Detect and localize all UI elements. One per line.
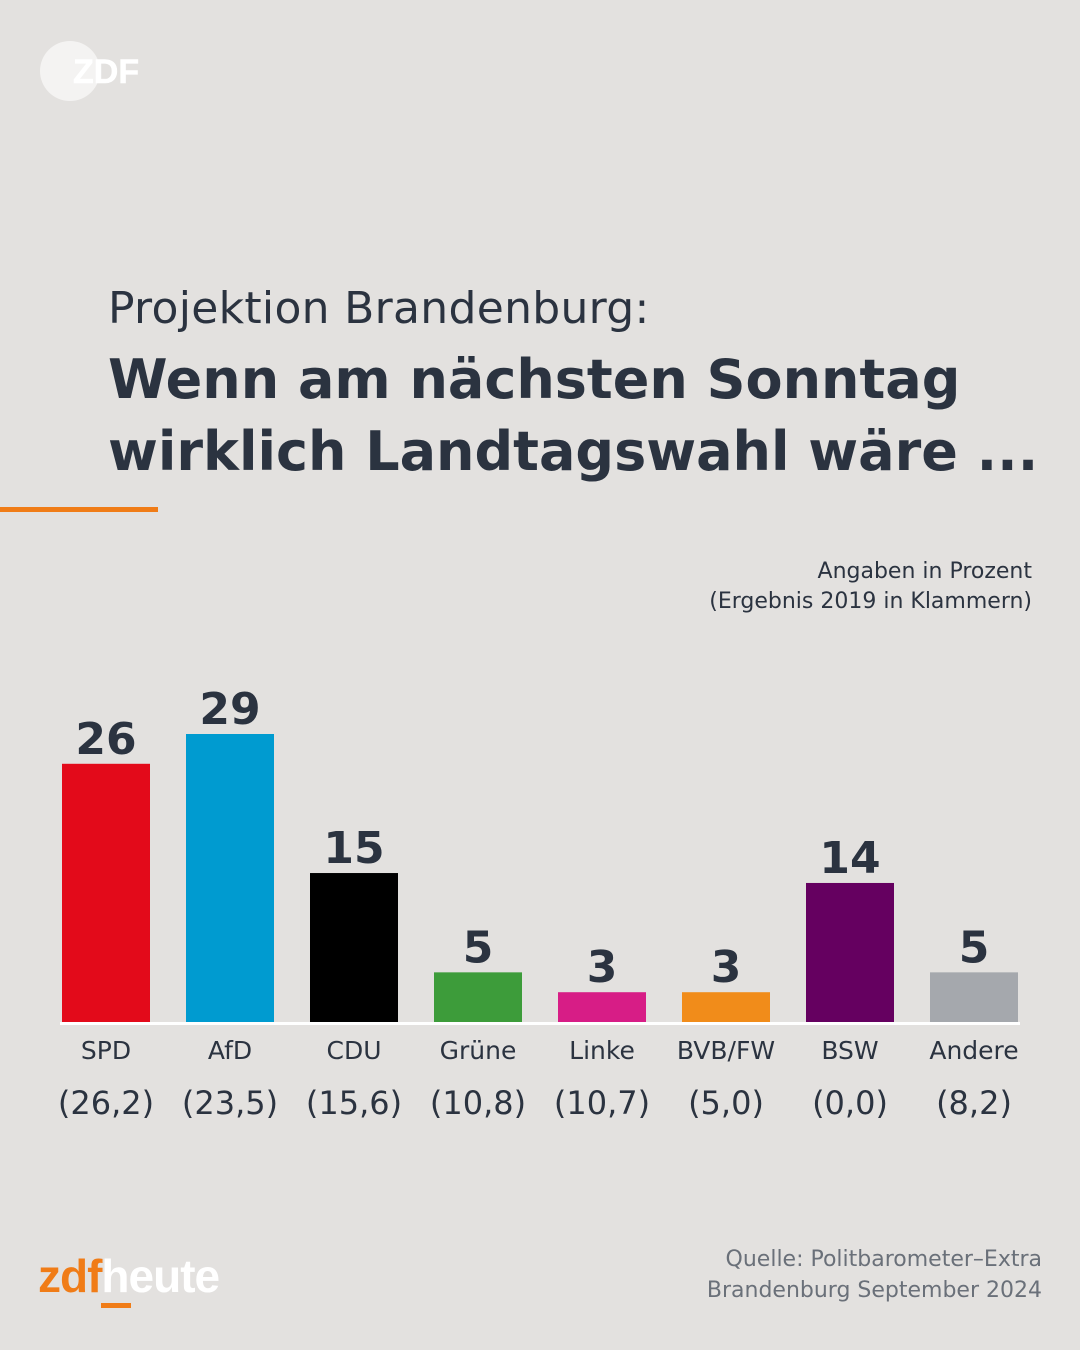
- previous-result-label: (10,7): [554, 1084, 650, 1122]
- category-label: AfD: [208, 1036, 252, 1065]
- bar-afd: [186, 734, 274, 1022]
- category-label: SPD: [81, 1036, 131, 1065]
- value-label: 5: [463, 922, 494, 973]
- value-label: 14: [819, 833, 880, 884]
- category-label: BSW: [821, 1036, 878, 1065]
- chart-subtitle: Projektion Brandenburg:: [108, 283, 650, 334]
- zdf-logo-icon: ZDF: [40, 41, 139, 101]
- category-label: Grüne: [440, 1036, 517, 1065]
- source-note: Quelle: Politbarometer–Extra Brandenburg…: [707, 1244, 1042, 1306]
- value-label: 26: [75, 714, 136, 765]
- bar-cdu: [310, 873, 398, 1022]
- accent-line: [0, 507, 158, 512]
- units-note: Angaben in Prozent (Ergebnis 2019 in Kla…: [709, 557, 1032, 617]
- bar-linke: [558, 992, 646, 1022]
- brand-zdf-text: zdf: [38, 1250, 102, 1302]
- value-label: 3: [587, 942, 618, 993]
- units-note-line2: (Ergebnis 2019 in Klammern): [709, 589, 1032, 614]
- previous-result-label: (8,2): [936, 1084, 1012, 1122]
- bar-spd: [62, 763, 150, 1022]
- value-label: 5: [959, 922, 990, 973]
- units-note-line1: Angaben in Prozent: [817, 559, 1032, 584]
- source-line1: Quelle: Politbarometer–Extra: [725, 1247, 1042, 1272]
- value-label: 15: [323, 823, 384, 874]
- baseline: [60, 1022, 1020, 1025]
- category-label: BVB/FW: [677, 1036, 775, 1065]
- bar-bsw: [806, 882, 894, 1022]
- brand-heute-text: heute: [101, 1250, 220, 1302]
- previous-result-label: (26,2): [58, 1084, 154, 1122]
- previous-result-label: (0,0): [812, 1084, 888, 1122]
- bar-bvb-fw: [682, 992, 770, 1022]
- chart-title: Wenn am nächsten Sonntag wirklich Landta…: [108, 348, 1039, 483]
- previous-result-label: (15,6): [306, 1084, 402, 1122]
- zdf-logo-text: ZDF: [73, 53, 139, 91]
- previous-result-label: (10,8): [430, 1084, 526, 1122]
- source-line2: Brandenburg September 2024: [706, 1278, 1042, 1303]
- category-label: CDU: [326, 1036, 381, 1065]
- bar-andere: [930, 972, 1018, 1022]
- bar-gr-ne: [434, 972, 522, 1022]
- value-label: 29: [199, 684, 260, 735]
- zdfheute-logo: zdfheute: [38, 1250, 220, 1302]
- category-label: Andere: [929, 1036, 1018, 1065]
- value-label: 3: [711, 942, 742, 993]
- previous-result-label: (5,0): [688, 1084, 764, 1122]
- previous-result-label: (23,5): [182, 1084, 278, 1122]
- category-label: Linke: [569, 1036, 635, 1065]
